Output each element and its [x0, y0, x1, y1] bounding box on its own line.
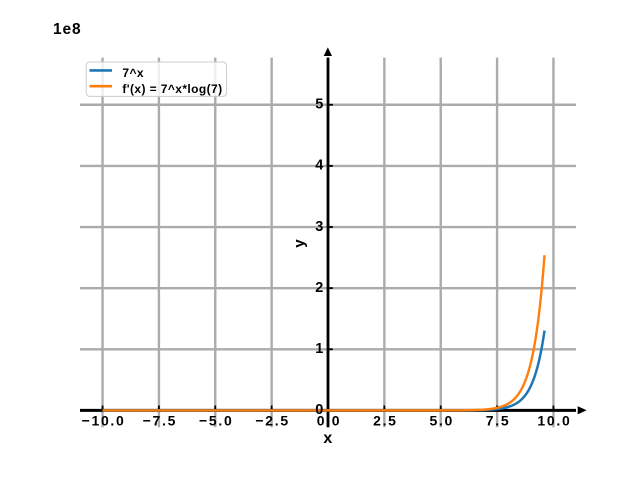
svg-text:7^x: 7^x	[122, 66, 144, 80]
svg-text:−5.0: −5.0	[199, 412, 233, 428]
svg-text:0.0: 0.0	[317, 412, 342, 428]
svg-text:x: x	[323, 430, 332, 447]
svg-text:y: y	[291, 239, 308, 248]
svg-text:f'(x) = 7^x*log(7): f'(x) = 7^x*log(7)	[122, 82, 222, 96]
svg-text:4: 4	[315, 158, 323, 174]
svg-text:5.0: 5.0	[429, 412, 454, 428]
svg-text:5: 5	[315, 97, 323, 113]
svg-text:3: 3	[315, 219, 323, 235]
svg-text:2: 2	[315, 280, 323, 296]
svg-text:−10.0: −10.0	[82, 412, 126, 428]
svg-text:7.5: 7.5	[486, 412, 511, 428]
svg-text:1e8: 1e8	[53, 21, 82, 38]
svg-text:−2.5: −2.5	[255, 412, 289, 428]
svg-text:0: 0	[315, 402, 323, 418]
svg-text:−7.5: −7.5	[143, 412, 177, 428]
svg-text:10.0: 10.0	[537, 412, 571, 428]
svg-text:2.5: 2.5	[373, 412, 398, 428]
svg-text:1: 1	[315, 341, 323, 357]
